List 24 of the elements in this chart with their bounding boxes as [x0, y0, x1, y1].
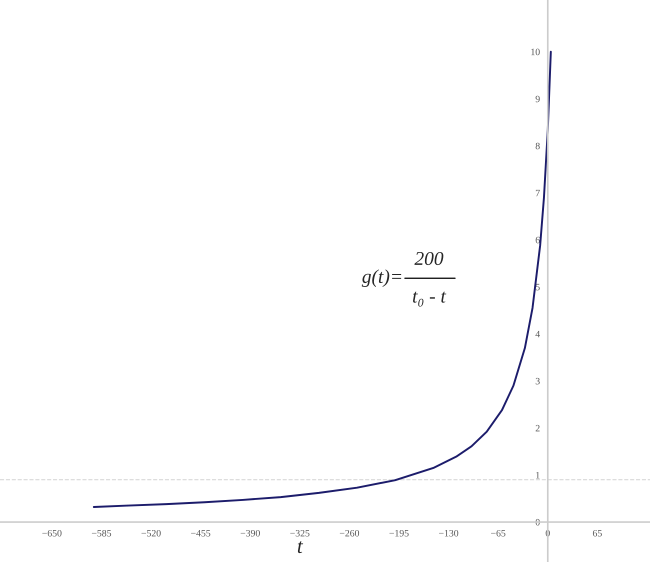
- x-tick-label: −585: [92, 530, 112, 537]
- annotation: 200: [414, 252, 444, 266]
- x-tick-label: −390: [240, 530, 260, 537]
- x-tick-label: −520: [142, 530, 161, 537]
- line-series: [92, 50, 552, 508]
- x-tick-label: −130: [439, 530, 458, 537]
- y-tick-label: 2: [536, 424, 540, 432]
- x-tick-label: −260: [340, 530, 360, 537]
- y-tick-label: 10: [531, 48, 540, 56]
- x-tick-label: −195: [389, 530, 409, 537]
- y-tick-label: 3: [536, 378, 540, 384]
- y-tick-label: 8: [536, 142, 540, 150]
- x-tick-label: −455: [191, 530, 210, 537]
- y-tick-label: 4: [535, 330, 540, 338]
- y-tick-label: 7: [536, 190, 540, 196]
- annotation: g(t)=: [362, 269, 402, 288]
- annotation: t₀ - t: [412, 292, 446, 307]
- x-tick-label: −65: [491, 530, 506, 537]
- x-tick-label: 65: [592, 530, 602, 537]
- x-axis-title: t: [298, 541, 304, 554]
- x-tick-label: −650: [42, 530, 62, 537]
- x-tick-label: −325: [290, 530, 310, 537]
- y-tick-label: 9: [536, 96, 540, 102]
- y-tick-label: 1: [536, 472, 540, 478]
